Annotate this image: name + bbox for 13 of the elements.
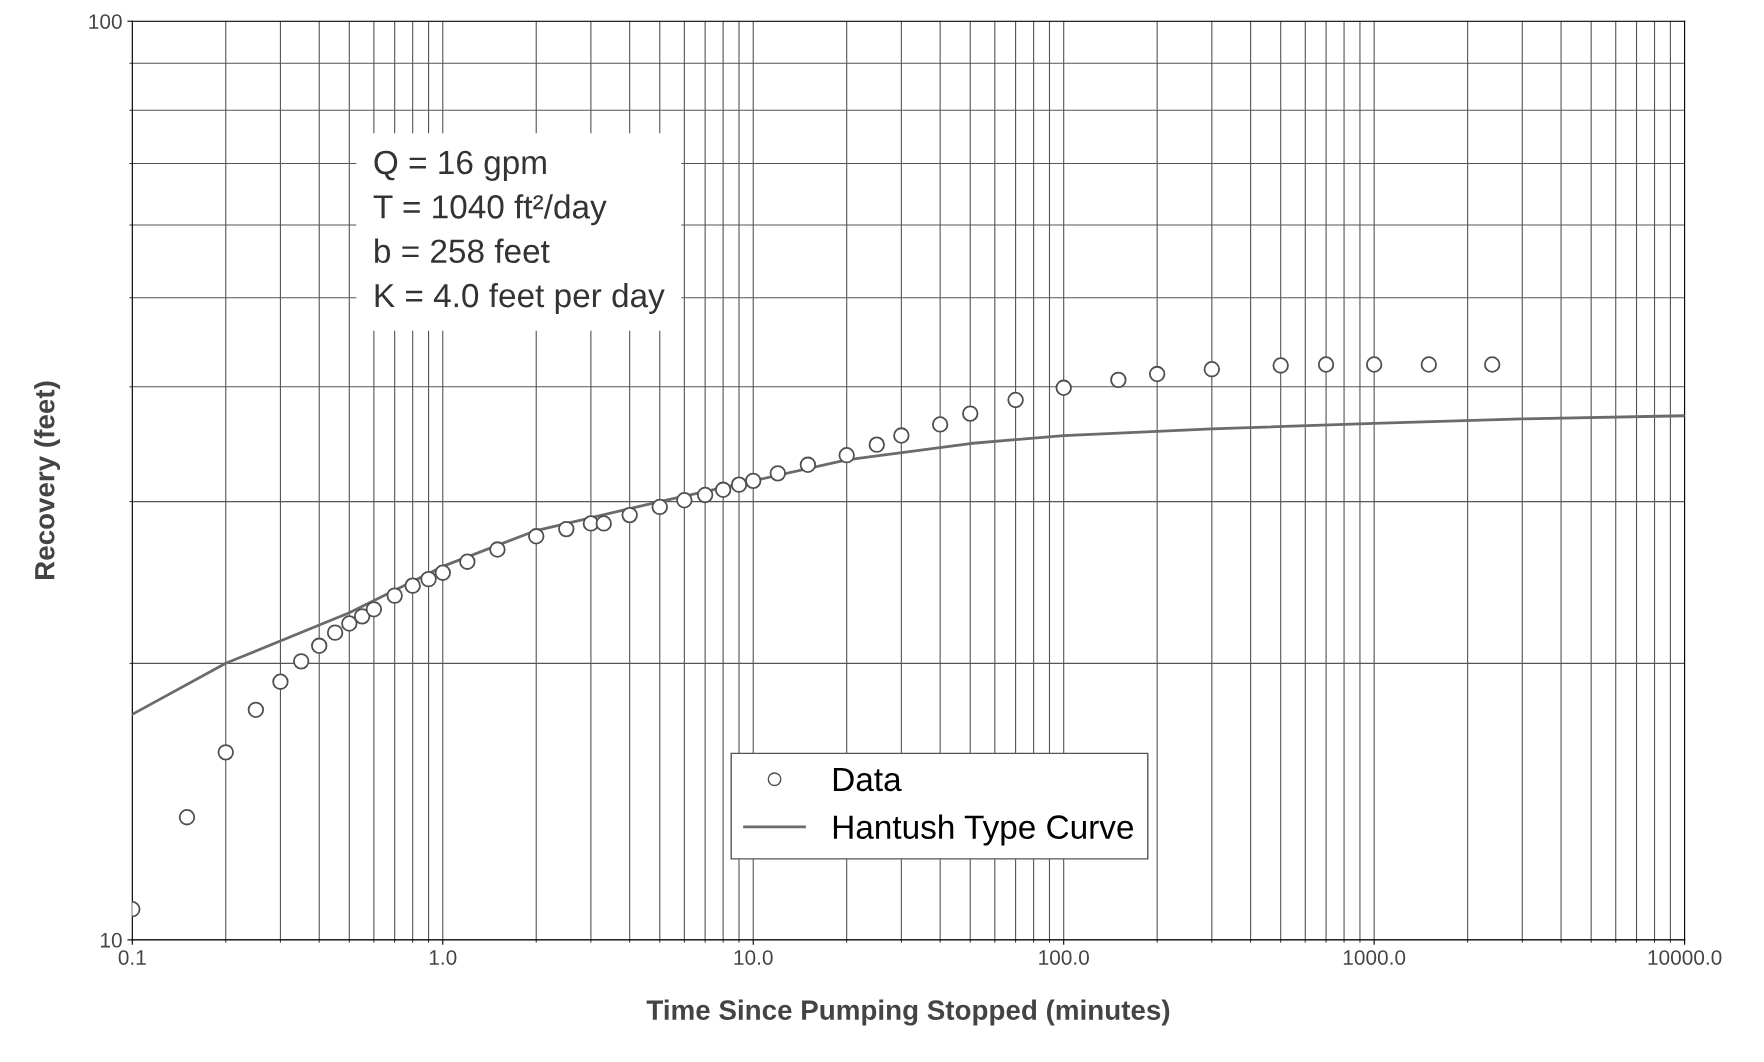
x-tick-label: 100.0 [1039, 950, 1089, 965]
x-tick-label: 1.0 [429, 950, 457, 965]
y-tick-label: 10 [101, 932, 122, 948]
x-axis-title: Time Since Pumping Stopped (minutes) [646, 999, 1170, 1026]
legend-label: Hantush Type Curve [833, 814, 1134, 846]
y-axis-title: Recovery (feet) [34, 381, 61, 580]
x-tick-label: 0.1 [118, 950, 146, 965]
y-tick-label: 100 [89, 14, 122, 29]
annotation: Q = 16 gpm T = 1040 ft²/day b = 258 feet K = 4.0 feet per day [373, 150, 665, 314]
x-tick-label: 1000.0 [1343, 950, 1406, 965]
legend-label: Data [833, 767, 902, 792]
x-tick-label: 10.0 [734, 950, 773, 965]
x-tick-label: 10000.0 [1648, 950, 1722, 965]
